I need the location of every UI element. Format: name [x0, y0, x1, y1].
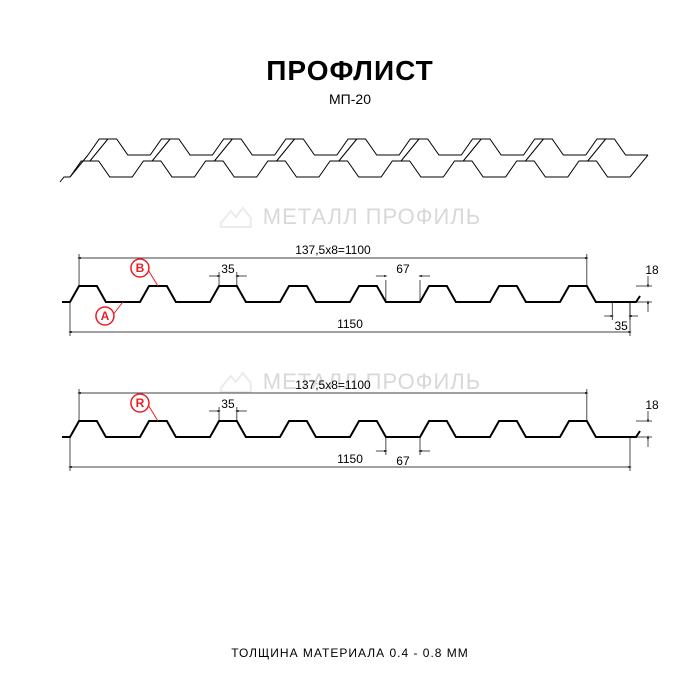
page-title: ПРОФЛИСТ [0, 55, 700, 87]
svg-text:35: 35 [614, 319, 628, 333]
svg-text:35: 35 [221, 397, 235, 411]
page-subtitle: МП-20 [0, 91, 700, 107]
svg-text:1150: 1150 [337, 452, 363, 466]
svg-text:137,5х8=1100: 137,5х8=1100 [295, 243, 371, 257]
svg-text:B: B [136, 261, 145, 275]
svg-text:67: 67 [396, 262, 410, 276]
svg-text:1150: 1150 [337, 317, 363, 331]
perspective-view [60, 139, 648, 182]
technical-drawing: 137,5х8=1100115035673518AB 137,5х8=11001… [0, 107, 700, 657]
svg-text:A: A [101, 309, 110, 323]
header: ПРОФЛИСТ МП-20 [0, 0, 700, 107]
cross-section-a: 137,5х8=1100 1150 35 67 35 18 A B [62, 243, 659, 336]
svg-text:R: R [136, 396, 145, 410]
svg-text:35: 35 [221, 262, 235, 276]
svg-text:137,5х8=1100: 137,5х8=1100 [295, 378, 371, 392]
svg-text:67: 67 [396, 454, 410, 468]
diagram-area: МЕТАЛЛ ПРОФИЛЬ МЕТАЛЛ ПРОФИЛЬ 137,5х8=11… [0, 107, 700, 657]
svg-text:18: 18 [645, 398, 659, 412]
svg-text:18: 18 [645, 263, 659, 277]
cross-section-r: 137,5х8=1100 1150 35 67 18 R [62, 378, 659, 471]
